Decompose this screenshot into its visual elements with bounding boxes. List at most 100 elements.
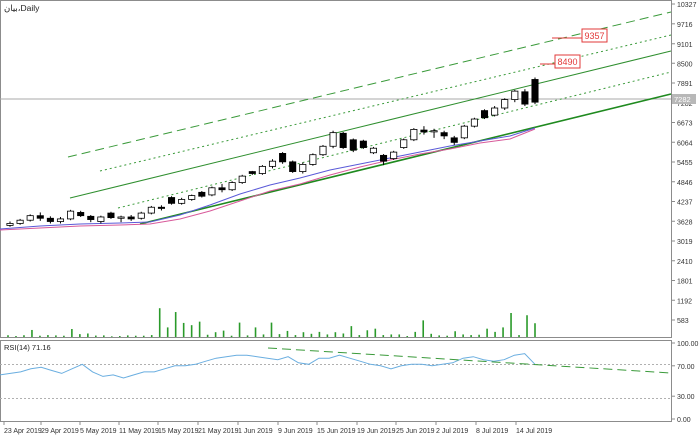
candle (289, 160, 297, 173)
price-axis-label: 6064 (677, 140, 693, 147)
candle-body (137, 212, 145, 219)
candle-body (299, 164, 307, 172)
time-axis-label: 21 May 2019 (198, 428, 239, 435)
candle-body (521, 91, 529, 105)
candle-body (16, 219, 24, 224)
candle (117, 215, 125, 223)
candle (87, 215, 95, 223)
target-annotation-2: 8490 (540, 54, 581, 69)
price-axis-label: 3019 (677, 239, 693, 246)
price-axis[interactable]: 10327 9716 9101 8500 7891 7282 6673 6064 5455 484… (671, 2, 697, 325)
price-axis-label: 1801 (677, 279, 693, 286)
candle-body (289, 161, 297, 172)
candle-body (339, 132, 347, 148)
candle-body (400, 139, 408, 148)
time-axis[interactable]: 23 Apr 2019 29 Apr 2019 5 May 2019 11 May 2… (3, 421, 552, 435)
candle-body (440, 132, 448, 137)
time-axis-label: 5 May 2019 (80, 428, 117, 435)
volume-bar (87, 333, 89, 337)
volume-bar (55, 335, 57, 337)
rsi-axis-label: 70.00 (677, 364, 695, 371)
candle (56, 216, 65, 224)
rsi-trend-line (267, 347, 672, 374)
candle (77, 210, 85, 217)
volume-bar (15, 336, 17, 337)
volume-bar (174, 312, 177, 337)
volume-bar (190, 325, 193, 337)
volume-bar (79, 334, 81, 337)
candle-body (228, 182, 236, 191)
candle (208, 186, 216, 197)
candle (16, 218, 24, 225)
candle-body (470, 118, 478, 127)
volume-bar (358, 335, 361, 337)
candle-body (380, 154, 388, 162)
candle (268, 159, 277, 169)
candle (430, 128, 438, 138)
candle (410, 128, 418, 142)
channel-upper-dotted-line (99, 34, 672, 172)
candle-body (56, 218, 65, 222)
candle (390, 150, 398, 160)
current-price-marker: 7282 (672, 94, 696, 104)
candle-body (67, 210, 75, 220)
candlestick-series (6, 77, 539, 227)
current-price-marker-box (672, 94, 696, 104)
target-annotation-1: 9357 (552, 28, 608, 43)
volume-bar (446, 335, 448, 337)
volume-bar (414, 331, 417, 337)
candle-body (157, 206, 165, 209)
price-axis-label: 5455 (677, 160, 693, 167)
moving-average-pink (0, 128, 536, 231)
volume-bar (526, 315, 528, 337)
candle (359, 139, 367, 149)
rsi-axis-label: 100.00 (677, 341, 699, 348)
candle (369, 146, 377, 155)
candle (147, 205, 155, 215)
price-axis-label: 4846 (677, 180, 693, 187)
volume-bar (326, 334, 329, 337)
volume-bar (39, 335, 41, 337)
price-axis-label: 8500 (677, 61, 693, 68)
candle-body (107, 212, 115, 219)
candle-body (87, 215, 95, 220)
candle (26, 214, 34, 222)
candle (157, 205, 165, 211)
chart-title: بيان،Daily (4, 3, 40, 13)
candle-body (460, 125, 468, 139)
volume-bar (502, 327, 504, 337)
time-axis-label: 15 May 2019 (158, 428, 199, 435)
volume-bar (134, 335, 137, 337)
volume-bar (111, 336, 113, 337)
candle (511, 89, 519, 103)
price-axis-label: 4237 (677, 200, 693, 207)
candle-body (168, 197, 176, 204)
candle-body (36, 215, 44, 219)
volume-bar (71, 329, 73, 337)
time-axis-label: 14 Jul 2019 (516, 428, 552, 435)
candle-body (450, 137, 458, 143)
candle-body (511, 90, 519, 100)
candle (107, 211, 115, 219)
candle (400, 138, 408, 149)
rsi-title: RSI(14) 71.16 (4, 343, 51, 352)
volume-bar (278, 334, 281, 337)
candle (178, 197, 186, 205)
time-axis-label: 23 Apr 2019 (4, 428, 42, 435)
candle-body (26, 215, 34, 221)
candle-body (279, 153, 287, 163)
candle-body (410, 129, 418, 141)
candle-body (390, 151, 398, 159)
volume-bar (23, 335, 25, 337)
candle-body (480, 110, 489, 119)
volume-bar (438, 335, 440, 337)
candle (6, 221, 14, 227)
channel-middle-solid-line (69, 50, 672, 199)
time-axis-label: 2 Jul 2019 (436, 428, 468, 435)
candle-body (491, 107, 499, 116)
candle-body (319, 145, 327, 156)
price-axis-label: 10327 (677, 2, 697, 9)
volume-bar (470, 335, 472, 337)
candle (380, 154, 388, 166)
